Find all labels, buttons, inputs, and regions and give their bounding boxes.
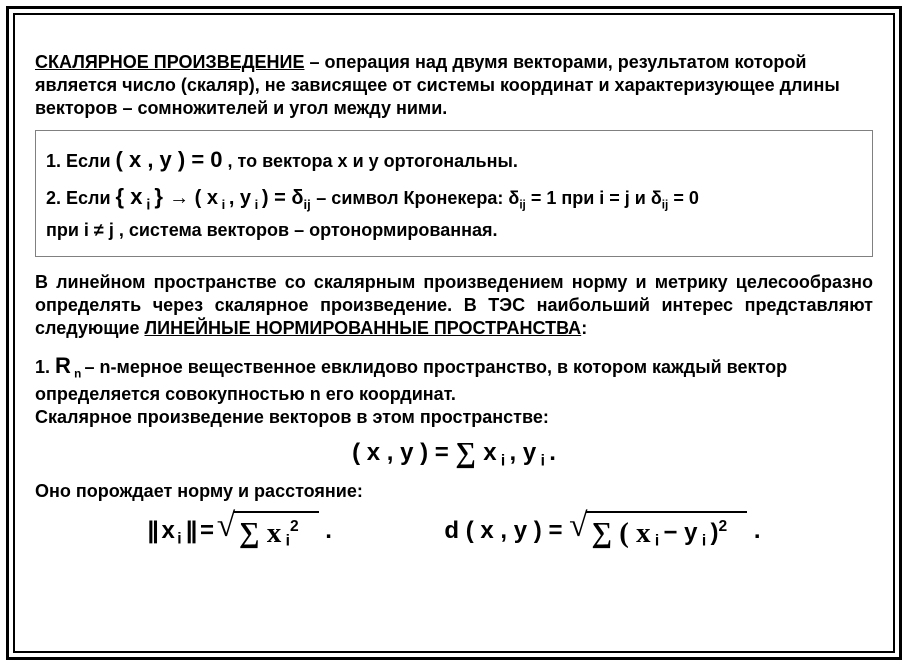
eq1-x: x [483, 438, 496, 465]
rules-box: 1. Если ( x , y ) = 0 , то вектора x и y… [35, 130, 873, 257]
eq1-lhs: ( x , y ) = [352, 438, 455, 465]
rule2-line2b: , система векторов – ортонормированная. [119, 220, 498, 240]
rule1-text-b: , то вектора x и y ортогональны. [228, 151, 518, 171]
rule2-delta-sub: ij [304, 197, 311, 212]
eq2-norm-dot: . [325, 516, 332, 543]
eq1-yi-sub: i [536, 452, 549, 469]
rule2-text-a: 2. Если [46, 188, 116, 208]
rule2-comma: , y [229, 187, 251, 209]
eq2-d-sigma: ∑ ( x [592, 517, 651, 549]
eq2-sq: 2 [290, 517, 299, 534]
rn-prefix: 1. [35, 357, 55, 377]
eq2-xi-sub: i [281, 532, 290, 549]
rule2-arrow-group: → ( x i , y i ) = δij [169, 187, 316, 209]
equation-1: ( x , y ) = ∑ x i , y i . [35, 435, 873, 472]
eq2-d-xi: i [650, 532, 663, 549]
equation-norm: || x i || = √ ∑ x i2 . [147, 511, 332, 552]
rule2-yi-sub: i [251, 197, 262, 212]
rn-line2: Скалярное произведение векторов в этом п… [35, 407, 549, 427]
eq2-d-lhs: d ( x , y ) = [444, 516, 569, 543]
eq2-sigma: ∑ x [239, 517, 281, 549]
rule2-set-sub: i [142, 197, 154, 213]
equation-row: || x i || = √ ∑ x i2 . d ( x , y ) = √ [35, 511, 873, 552]
eq2-norm-sub: i [173, 530, 186, 547]
mid-paragraph: В линейном пространстве со скалярным про… [35, 271, 873, 340]
eq1-sigma: ∑ [455, 437, 483, 469]
eq2-d-dot: . [754, 516, 761, 543]
rn-line1: – n-мерное вещественное евклидово простр… [35, 357, 787, 404]
radical-icon: √ [569, 513, 587, 540]
rule2-set: { x i } [116, 184, 170, 209]
rule-2: 2. Если { x i } → ( x i , y i ) = δij – … [46, 180, 862, 244]
rule2-eq1: = 1 при i = j и δ [531, 188, 662, 208]
rule2-set-open: { x [116, 184, 143, 209]
eq1-dot: . [549, 438, 556, 465]
eq2-norm-open: || x [147, 516, 172, 543]
rule2-eq0: = 0 [673, 188, 699, 208]
content: СКАЛЯРНОЕ ПРОИЗВЕДЕНИЕ – операция над дв… [35, 51, 873, 551]
rule1-text-a: 1. Если [46, 151, 116, 171]
equation-distance: d ( x , y ) = √ ∑ ( x i − y i )2 . [444, 511, 760, 552]
term-title: СКАЛЯРНОЕ ПРОИЗВЕДЕНИЕ [35, 52, 304, 72]
eq2-d-sq: 2 [719, 517, 728, 534]
rule2-kron: – символ Кронекера: δ [316, 188, 519, 208]
eq2-d-yi: i [698, 532, 711, 549]
eq1-xi-sub: i [497, 452, 510, 469]
rule2-set-close: } [154, 184, 163, 209]
rule2-xi-sub: i [218, 197, 229, 212]
rn-n: n [71, 368, 85, 381]
mid-text-b: : [581, 318, 587, 338]
rule2-delta2-sub: ij [519, 199, 526, 212]
rn-paragraph: 1. R n – n-мерное вещественное евклидово… [35, 352, 873, 429]
radical-icon: √ [217, 513, 235, 540]
eq2-norm-root-content: ∑ x i2 [233, 511, 319, 552]
mid-underline: ЛИНЕЙНЫЕ НОРМИРОВАННЫЕ ПРОСТРАНСТВА [145, 318, 582, 338]
eq2-norm-root: √ ∑ x i2 [217, 511, 319, 552]
eq2-d-minus: − y [663, 518, 697, 545]
rule2-line2a: при i ≠ j [46, 220, 114, 240]
rule2-arrow: → ( x [169, 187, 218, 209]
inner-frame: СКАЛЯРНОЕ ПРОИЗВЕДЕНИЕ – операция над дв… [13, 13, 895, 653]
eq2-d-root: √ ∑ ( x i − y i )2 [569, 511, 747, 552]
rn-R: R [55, 353, 71, 378]
outer-frame: СКАЛЯРНОЕ ПРОИЗВЕДЕНИЕ – операция над дв… [6, 6, 902, 660]
eq1-comma: , y [510, 438, 537, 465]
eq2-d-root-content: ∑ ( x i − y i )2 [586, 511, 748, 552]
norm-line: Оно порождает норму и расстояние: [35, 480, 873, 503]
rule1-math: ( x , y ) = 0 [116, 147, 223, 172]
rule2-paren-eq: ) = δ [262, 187, 304, 209]
eq2-d-paren: ) [711, 518, 719, 545]
eq2-norm-close: || = [186, 516, 217, 543]
rule2-delta3-sub: ij [662, 199, 669, 212]
rule-1: 1. Если ( x , y ) = 0 , то вектора x и y… [46, 143, 862, 176]
definition-paragraph: СКАЛЯРНОЕ ПРОИЗВЕДЕНИЕ – операция над дв… [35, 51, 873, 120]
